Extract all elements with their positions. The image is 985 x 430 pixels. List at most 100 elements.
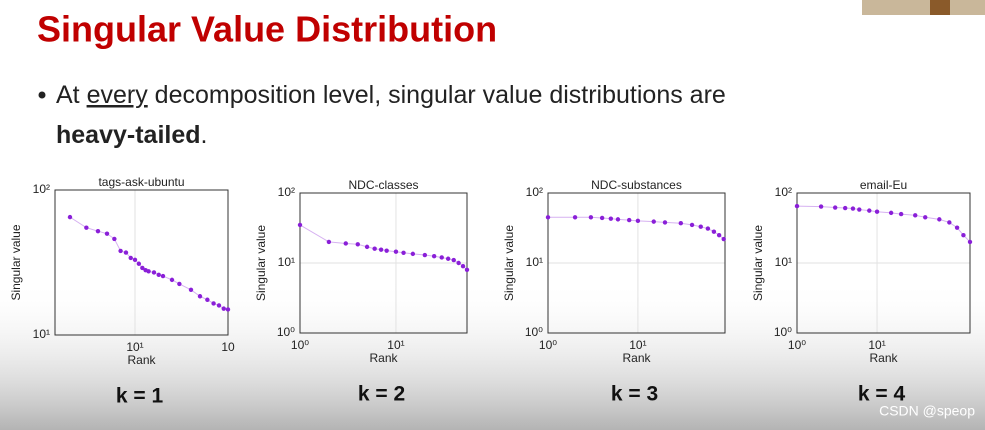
data-point	[132, 257, 138, 263]
data-point	[445, 256, 451, 261]
data-point	[923, 215, 928, 220]
data-point	[456, 260, 461, 266]
data-point	[588, 215, 594, 220]
x-tick-label: 10	[221, 340, 235, 354]
data-point	[140, 265, 145, 271]
data-point	[393, 249, 399, 254]
y-tick-label: 10²	[775, 185, 792, 199]
data-point	[401, 250, 406, 255]
data-point	[888, 210, 894, 216]
y-axis-label: Singular value	[254, 225, 268, 301]
bullet-bold: heavy-tailed	[56, 121, 201, 149]
data-point	[177, 281, 182, 287]
data-point	[112, 236, 117, 242]
x-tick-label: 10¹	[868, 338, 885, 352]
data-point	[572, 215, 578, 220]
bullet-emphasis: every	[87, 81, 149, 109]
data-point	[169, 277, 175, 283]
bullet-text: At every decomposition level, singular v…	[56, 81, 726, 109]
caption: k = 4	[858, 383, 906, 406]
data-point	[615, 217, 621, 222]
data-point	[850, 206, 856, 211]
bullet-dot	[38, 91, 46, 99]
data-point	[635, 218, 641, 224]
x-tick-label: 10¹	[387, 338, 404, 352]
data-point	[431, 254, 437, 259]
data-point	[874, 209, 880, 214]
data-point	[545, 215, 551, 220]
data-point	[961, 232, 966, 238]
data-point	[128, 255, 133, 261]
y-tick-label: 10⁰	[277, 325, 295, 339]
chart-title: NDC-classes	[348, 178, 418, 192]
data-point	[678, 221, 684, 226]
y-tick-label: 10¹	[526, 255, 543, 269]
data-point	[118, 248, 123, 254]
data-point	[451, 257, 456, 263]
x-tick-label: 10¹	[126, 340, 143, 354]
caption: k = 1	[116, 385, 164, 408]
data-point	[867, 208, 872, 213]
y-tick-label: 10¹	[33, 327, 50, 341]
data-point	[967, 239, 973, 245]
data-point	[211, 301, 216, 306]
x-axis-label: Rank	[369, 351, 398, 365]
y-tick-label: 10⁰	[525, 325, 543, 339]
speaker-thumbnail-detail	[930, 0, 950, 15]
chart-title: tags-ask-ubuntu	[98, 175, 184, 189]
data-point	[947, 220, 952, 225]
y-tick-label: 10¹	[278, 255, 295, 269]
data-point	[898, 211, 904, 217]
data-point	[205, 297, 210, 302]
x-axis-label: Rank	[127, 353, 156, 367]
y-tick-label: 10²	[278, 185, 295, 199]
data-point	[216, 303, 222, 308]
y-tick-label: 10¹	[775, 255, 792, 269]
data-point	[832, 205, 838, 210]
bullet-part: At	[56, 81, 87, 109]
data-point	[384, 248, 389, 253]
data-point	[460, 264, 466, 269]
data-point	[857, 207, 862, 212]
bullet-part: .	[201, 121, 208, 149]
x-tick-label: 10⁰	[291, 338, 309, 352]
data-point	[364, 244, 370, 250]
x-axis-label: Rank	[869, 351, 898, 365]
data-point	[721, 236, 726, 242]
speaker-thumbnail	[862, 0, 985, 15]
data-point	[439, 255, 444, 260]
data-point	[689, 222, 695, 228]
slide-title: Singular Value Distribution	[37, 9, 497, 50]
data-point	[372, 246, 377, 251]
data-point	[464, 267, 470, 272]
data-point	[913, 213, 918, 218]
x-tick-label: 10⁰	[539, 338, 557, 352]
data-point	[937, 217, 942, 222]
data-point	[711, 229, 717, 234]
y-axis-label: Singular value	[502, 225, 516, 301]
data-point	[297, 222, 303, 228]
data-point	[410, 251, 416, 257]
data-point	[326, 239, 332, 245]
data-point	[156, 272, 161, 278]
data-point	[84, 225, 89, 230]
y-tick-label: 10²	[33, 182, 50, 196]
x-tick-label: 10⁰	[788, 338, 806, 352]
data-point	[123, 250, 129, 255]
data-point	[651, 219, 656, 224]
data-point	[794, 203, 800, 209]
plot-frame	[547, 192, 726, 334]
y-tick-label: 10⁰	[774, 325, 792, 339]
data-point	[627, 217, 632, 223]
y-axis-label: Singular value	[751, 225, 765, 301]
plot-frame	[299, 192, 468, 334]
data-point	[716, 232, 722, 238]
data-point	[221, 306, 226, 311]
data-point	[698, 224, 703, 229]
video-shade	[0, 280, 985, 430]
data-point	[422, 252, 428, 258]
x-tick-label: 10¹	[629, 338, 646, 352]
bullet-part: decomposition level, singular value dist…	[148, 81, 726, 109]
